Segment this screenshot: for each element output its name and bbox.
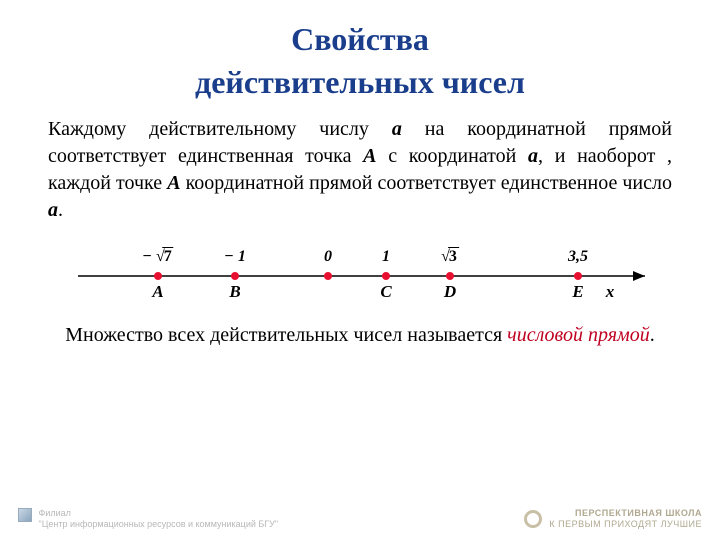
number-line-value: − 1 xyxy=(224,248,246,266)
title-line-2: действительных чисел xyxy=(195,64,525,100)
slide: Свойства действительных чисел Каждому де… xyxy=(0,0,720,540)
title-line-1: Свойства xyxy=(291,21,429,57)
logo-ring-icon xyxy=(524,510,542,528)
conclusion-frag: . xyxy=(650,324,655,346)
number-line-letter: E xyxy=(572,282,583,302)
number-line-point xyxy=(231,272,239,280)
number-line-value: 0 xyxy=(324,248,332,266)
para-frag: координатной прямой соответствует единст… xyxy=(181,172,672,194)
page-title: Свойства действительных чисел xyxy=(48,18,672,104)
para-em-a: a xyxy=(48,199,58,221)
number-line-letter: C xyxy=(380,282,391,302)
number-line-letter: B xyxy=(229,282,240,302)
para-em-A: A xyxy=(167,172,180,194)
conclusion-frag: Множество всех действительных чисел назы… xyxy=(65,324,507,346)
number-line-value: 3,5 xyxy=(568,248,588,266)
footer-brand: ПЕРСПЕКТИВНАЯ ШКОЛА xyxy=(575,508,702,518)
number-line-value: − 7 xyxy=(142,248,173,266)
footer-left-l1: Филиал xyxy=(39,508,71,518)
number-line-point xyxy=(446,272,454,280)
footer-right: ПЕРСПЕКТИВНАЯ ШКОЛА К ПЕРВЫМ ПРИХОДЯТ ЛУ… xyxy=(524,508,702,530)
para-em-a: a xyxy=(528,145,538,167)
axis-x-label: x xyxy=(606,282,615,302)
para-frag: . xyxy=(58,199,63,221)
conclusion-accent: числовой прямой xyxy=(507,324,650,346)
para-frag: Каждому действительному числу xyxy=(48,118,392,140)
number-line: − 7 A − 1 B 0 1 C 3 D 3,5 Ex xyxy=(70,242,650,312)
number-line-value: 3 xyxy=(441,248,459,266)
number-line-point xyxy=(382,272,390,280)
number-line-point xyxy=(574,272,582,280)
footer-left: Филиал "Центр информационных ресурсов и … xyxy=(18,508,278,530)
footer-left-l2: "Центр информационных ресурсов и коммуни… xyxy=(39,519,279,529)
logo-cube-icon xyxy=(18,508,32,522)
para-em-a: a xyxy=(392,118,402,140)
para-frag: с координатой xyxy=(377,145,529,167)
number-line-letter: D xyxy=(444,282,456,302)
conclusion: Множество всех действительных чисел назы… xyxy=(48,322,672,348)
number-line-letter: A xyxy=(152,282,163,302)
para-em-A: A xyxy=(363,145,376,167)
number-line-point xyxy=(154,272,162,280)
body-paragraph: Каждому действительному числу a на коорд… xyxy=(48,116,672,224)
number-line-point xyxy=(324,272,332,280)
number-line-value: 1 xyxy=(382,248,390,266)
footer-tagline: К ПЕРВЫМ ПРИХОДЯТ ЛУЧШИЕ xyxy=(549,519,702,529)
